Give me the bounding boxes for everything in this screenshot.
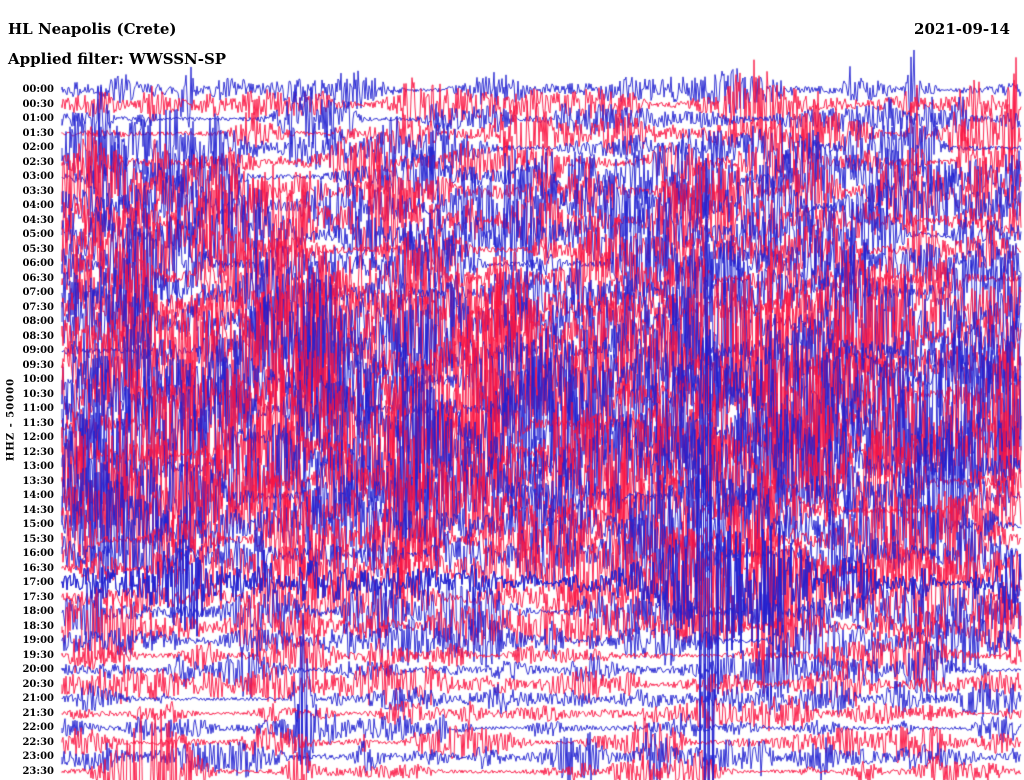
time-label: 17:30 (22, 591, 54, 603)
time-label: 19:30 (22, 649, 54, 661)
time-label: 04:30 (22, 214, 54, 226)
time-label: 21:00 (22, 693, 54, 704)
time-label: 02:00 (22, 142, 54, 153)
time-label: 10:30 (22, 388, 54, 400)
filter-label: Applied filter: WWSSN-SP (8, 50, 227, 68)
time-label: 22:30 (22, 736, 54, 748)
time-label: 15:00 (22, 519, 54, 530)
time-label: 14:30 (22, 504, 54, 516)
time-label: 10:00 (22, 374, 54, 385)
time-label: 12:30 (22, 446, 54, 458)
plot-date: 2021-09-14 (914, 20, 1010, 38)
time-label: 00:00 (22, 84, 54, 95)
time-label: 21:30 (22, 707, 54, 719)
station-title: HL Neapolis (Crete) (8, 20, 177, 38)
time-label: 05:00 (22, 229, 54, 240)
time-label: 02:30 (22, 156, 54, 168)
time-label: 23:00 (22, 751, 54, 762)
time-label: 15:30 (22, 533, 54, 545)
time-label: 13:30 (22, 475, 54, 487)
time-label: 01:30 (22, 127, 54, 139)
time-label: 01:00 (22, 113, 54, 124)
time-label: 22:00 (22, 722, 54, 733)
time-label: 03:00 (22, 171, 54, 182)
time-label: 19:00 (22, 635, 54, 646)
time-label: 18:00 (22, 606, 54, 617)
time-label: 12:00 (22, 432, 54, 443)
time-label: 20:30 (22, 678, 54, 690)
time-label: 16:30 (22, 562, 54, 574)
time-label: 13:00 (22, 461, 54, 472)
time-label: 08:00 (22, 316, 54, 327)
time-label: 11:30 (22, 417, 54, 429)
time-label: 23:30 (22, 765, 54, 777)
time-label: 16:00 (22, 548, 54, 559)
time-label: 17:00 (22, 577, 54, 588)
time-label: 11:00 (22, 403, 54, 414)
time-label: 06:30 (22, 272, 54, 284)
time-label: 09:30 (22, 359, 54, 371)
time-label: 07:00 (22, 287, 54, 298)
time-label: 00:30 (22, 98, 54, 110)
time-label: 03:30 (22, 185, 54, 197)
time-label: 04:00 (22, 200, 54, 211)
time-label: 06:00 (22, 258, 54, 269)
time-label: 07:30 (22, 301, 54, 313)
time-label: 20:00 (22, 664, 54, 675)
time-label: 08:30 (22, 330, 54, 342)
time-label: 14:00 (22, 490, 54, 501)
time-label: 09:00 (22, 345, 54, 356)
time-label: 18:30 (22, 620, 54, 632)
time-label: 05:30 (22, 243, 54, 255)
